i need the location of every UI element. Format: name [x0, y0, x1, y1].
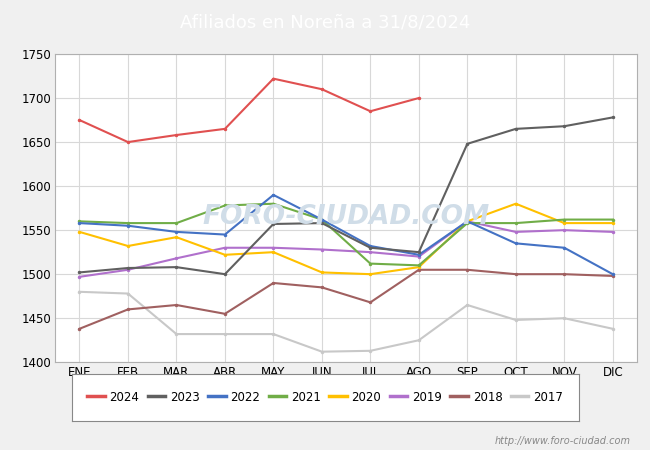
- Text: FORO-CIUDAD.COM: FORO-CIUDAD.COM: [203, 204, 489, 230]
- Text: http://www.foro-ciudad.com: http://www.foro-ciudad.com: [495, 436, 630, 446]
- Text: Afiliados en Noreña a 31/8/2024: Afiliados en Noreña a 31/8/2024: [180, 14, 470, 32]
- Legend: 2024, 2023, 2022, 2021, 2020, 2019, 2018, 2017: 2024, 2023, 2022, 2021, 2020, 2019, 2018…: [83, 386, 567, 408]
